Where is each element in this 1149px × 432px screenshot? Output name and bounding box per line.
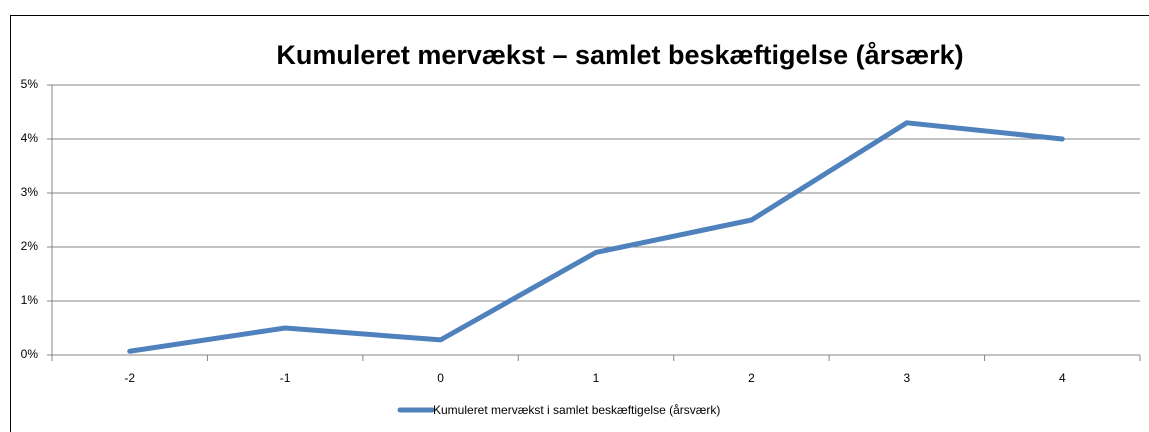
y-tick-label: 2% <box>21 239 39 253</box>
chart-title: Kumuleret mervækst – samlet beskæftigels… <box>276 40 963 70</box>
x-tick-label: 4 <box>1059 371 1066 385</box>
chart-border <box>10 15 1149 432</box>
line-series <box>127 120 1065 354</box>
x-tick-label: 3 <box>904 371 911 385</box>
x-tick-label: -1 <box>280 371 291 385</box>
legend-label: Kumuleret mervækst i samlet beskæftigels… <box>433 403 720 417</box>
x-tick-label: 2 <box>748 371 755 385</box>
y-tick-label: 5% <box>21 77 39 91</box>
y-tick-label: 1% <box>21 293 39 307</box>
y-tick-label: 0% <box>21 347 39 361</box>
y-tick-label: 3% <box>21 185 39 199</box>
y-tick-label: 4% <box>21 131 39 145</box>
x-tick-label: 1 <box>593 371 600 385</box>
x-tick-label: -2 <box>124 371 135 385</box>
x-tick-label: 0 <box>437 371 444 385</box>
